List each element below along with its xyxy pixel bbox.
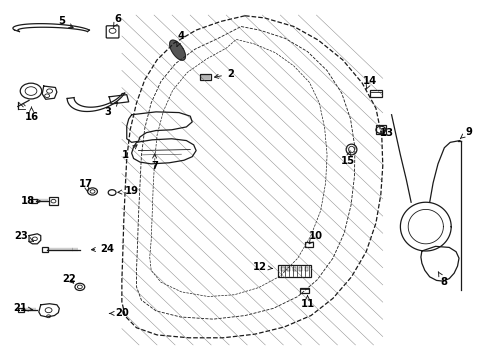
Text: 24: 24 (92, 244, 114, 254)
Text: 19: 19 (118, 186, 139, 197)
Text: 15: 15 (341, 151, 355, 166)
Text: 7: 7 (151, 154, 158, 171)
Bar (49, 197, 58, 205)
Ellipse shape (348, 146, 354, 153)
Text: 23: 23 (14, 231, 33, 242)
Text: 5: 5 (58, 17, 73, 28)
Text: 21: 21 (13, 303, 33, 314)
Bar (293, 267, 296, 271)
Bar (200, 74, 211, 80)
Bar (300, 288, 310, 293)
Bar (299, 267, 302, 271)
Text: 12: 12 (253, 262, 272, 272)
Bar (369, 90, 382, 97)
Text: 13: 13 (380, 129, 393, 138)
Bar (376, 126, 386, 134)
Text: 1: 1 (122, 145, 137, 160)
Bar (287, 267, 291, 271)
Bar (31, 199, 37, 203)
Text: 6: 6 (113, 14, 122, 27)
Text: 14: 14 (363, 76, 377, 89)
Polygon shape (170, 40, 185, 60)
Bar (281, 267, 285, 271)
Bar (305, 267, 308, 271)
Text: 18: 18 (21, 196, 41, 206)
Bar (18, 308, 24, 312)
Text: 10: 10 (309, 231, 323, 244)
Text: 4: 4 (177, 31, 185, 46)
Bar (42, 247, 48, 252)
Text: 11: 11 (300, 296, 315, 309)
Bar (305, 242, 314, 247)
Text: 22: 22 (62, 274, 76, 284)
Text: 20: 20 (109, 309, 129, 318)
Text: 3: 3 (105, 102, 118, 117)
Text: 9: 9 (461, 127, 472, 139)
Text: 16: 16 (24, 107, 39, 122)
Ellipse shape (346, 144, 357, 155)
Text: 2: 2 (215, 69, 234, 79)
Text: 17: 17 (79, 179, 93, 192)
Text: 8: 8 (438, 272, 448, 287)
FancyBboxPatch shape (106, 26, 119, 38)
Bar (278, 265, 312, 277)
